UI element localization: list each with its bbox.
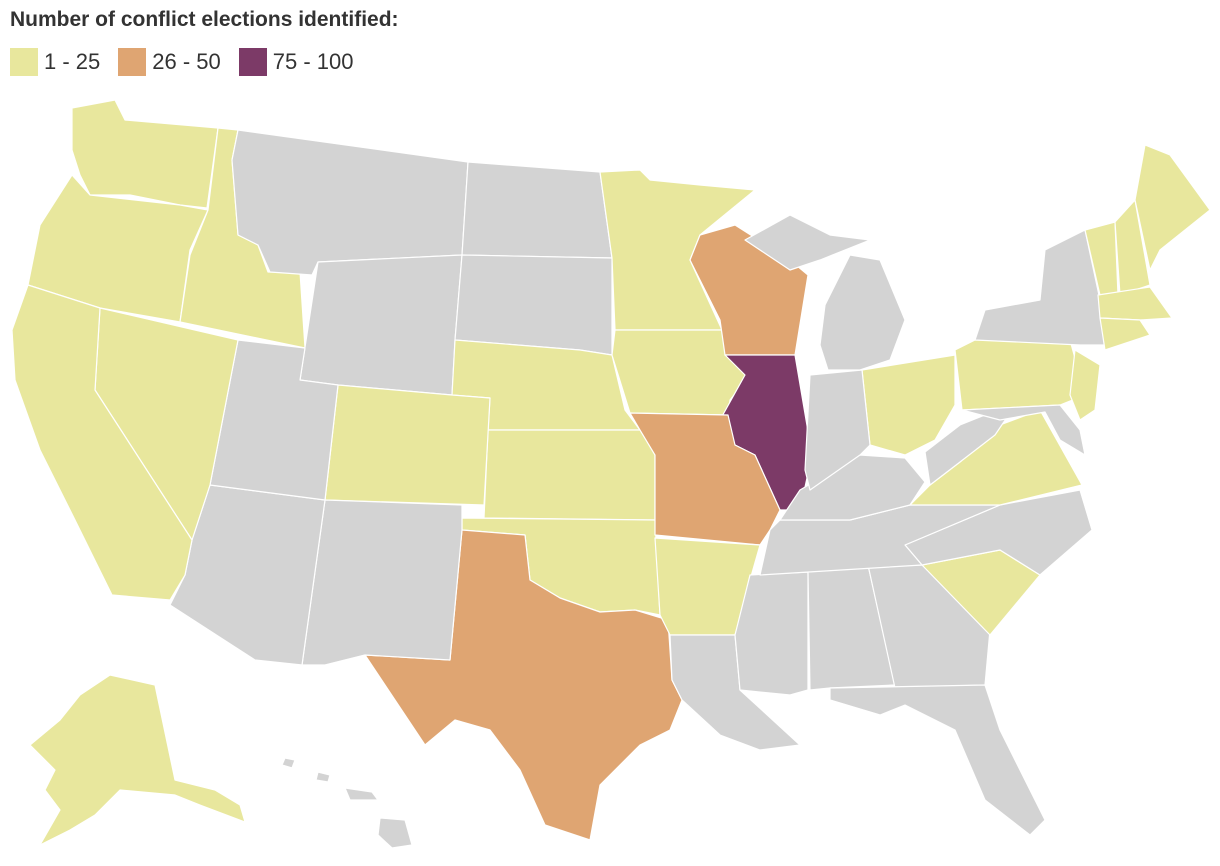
- state: [819, 254, 906, 371]
- state: [961, 404, 1086, 456]
- state: [744, 214, 871, 271]
- state: [483, 429, 656, 521]
- state: [924, 409, 1013, 486]
- legend-item: 1 - 25: [10, 48, 100, 76]
- legend: 1 - 25 26 - 50 75 - 100: [10, 48, 354, 76]
- legend-label: 75 - 100: [272, 49, 354, 74]
- state: [974, 229, 1109, 346]
- legend-item: 26 - 50: [118, 48, 221, 76]
- legend-label: 26 - 50: [152, 49, 221, 74]
- state: [804, 369, 871, 491]
- legend-item: 75 - 100: [238, 48, 354, 76]
- legend-swatch: [10, 48, 38, 76]
- state: [779, 454, 926, 521]
- state: [454, 254, 613, 356]
- state: [1097, 286, 1173, 321]
- state: [1134, 144, 1211, 271]
- state: [364, 529, 683, 841]
- state: [71, 99, 219, 209]
- legend-swatch: [118, 48, 147, 76]
- state: [11, 284, 193, 601]
- state: [954, 339, 1086, 411]
- state: [377, 817, 413, 849]
- state: [315, 771, 331, 783]
- state: [231, 129, 469, 276]
- state: [734, 571, 809, 696]
- state: [1099, 317, 1151, 351]
- state: [29, 674, 246, 846]
- state: [461, 161, 613, 259]
- state: [1069, 349, 1101, 421]
- state: [324, 384, 491, 506]
- state: [299, 254, 463, 396]
- state: [281, 757, 296, 769]
- state: [1114, 199, 1151, 296]
- map-title: Number of conflict elections identified:: [10, 8, 399, 31]
- state: [829, 684, 1046, 836]
- state: [344, 787, 379, 801]
- state: [904, 489, 1093, 576]
- legend-label: 1 - 25: [44, 49, 101, 74]
- state: [301, 499, 463, 666]
- legend-swatch: [238, 48, 267, 76]
